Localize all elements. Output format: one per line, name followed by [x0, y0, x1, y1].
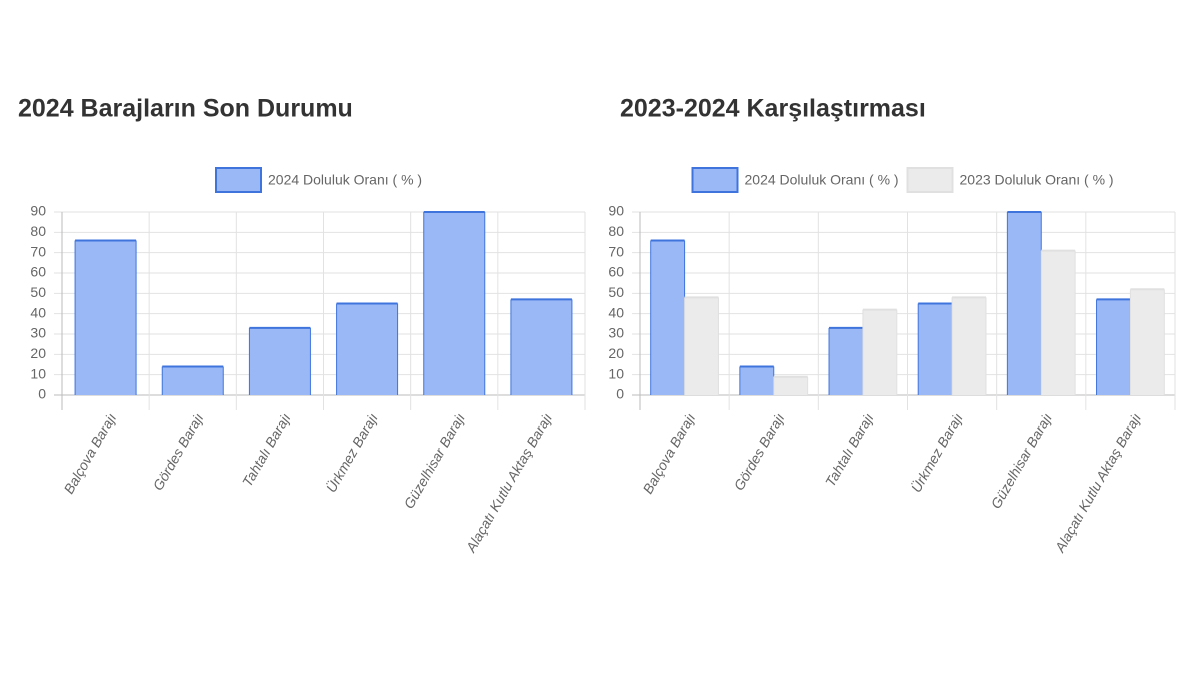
y-tick-label: 60 [30, 264, 46, 280]
y-tick-label: 50 [30, 284, 46, 300]
bar [1130, 289, 1165, 395]
legend-label: 2024 Doluluk Oranı ( % ) [268, 172, 422, 188]
chart-title: 2024 Barajların Son Durumu [18, 95, 353, 123]
legend-label: 2023 Doluluk Oranı ( % ) [960, 172, 1114, 188]
bar [862, 309, 897, 395]
bar [75, 240, 137, 395]
bar [952, 297, 986, 395]
chart-title: 2023-2024 Karşılaştırması [620, 95, 926, 123]
y-tick-label: 20 [608, 345, 624, 361]
bar [249, 327, 311, 395]
y-tick-label: 0 [616, 386, 624, 402]
bar [684, 297, 719, 395]
x-tick-label: Alaçatı Kutlu Aktaş Barajı [1051, 410, 1144, 555]
bar [1096, 299, 1131, 395]
bar [918, 303, 953, 395]
y-tick-label: 10 [608, 365, 624, 381]
y-tick-label: 30 [30, 325, 46, 341]
bar [423, 212, 485, 395]
bar [336, 303, 398, 395]
y-tick-label: 60 [608, 264, 624, 280]
x-tick-label: Ürkmez Barajı [322, 410, 381, 495]
bar [650, 240, 685, 395]
y-tick-label: 80 [30, 223, 46, 239]
y-tick-label: 20 [30, 345, 46, 361]
y-tick-label: 10 [30, 365, 46, 381]
legend-swatch [906, 167, 954, 193]
bar [829, 327, 863, 395]
x-tick-label: Ürkmez Barajı [907, 410, 966, 495]
bar [1041, 250, 1076, 395]
y-tick-label: 0 [38, 386, 46, 402]
legend-label: 2024 Doluluk Oranı ( % ) [745, 172, 899, 188]
x-tick-label: Alaçatı Kutlu Aktaş Barajı [462, 410, 555, 555]
x-tick-label: Tahtalı Barajı [822, 410, 877, 489]
bar [773, 376, 808, 395]
x-tick-label: Balçova Barajı [639, 410, 698, 496]
legend-swatch [215, 167, 262, 193]
x-tick-label: Balçova Barajı [60, 410, 119, 496]
y-tick-label: 70 [30, 243, 46, 259]
x-tick-label: Güzelhisar Barajı [401, 410, 469, 511]
x-tick-label: Güzelhisar Barajı [988, 410, 1056, 511]
bar [510, 299, 572, 395]
y-tick-label: 50 [608, 284, 624, 300]
y-tick-label: 70 [608, 243, 624, 259]
bar [1007, 212, 1042, 395]
y-tick-label: 30 [608, 325, 624, 341]
legend-swatch [691, 167, 739, 193]
y-tick-label: 90 [30, 203, 46, 219]
bar [739, 366, 774, 395]
x-tick-label: Tahtalı Barajı [239, 410, 294, 489]
x-tick-label: Gördes Barajı [731, 410, 788, 493]
bar [162, 366, 224, 395]
y-tick-label: 80 [608, 223, 624, 239]
y-tick-label: 40 [30, 304, 46, 320]
y-tick-label: 90 [608, 203, 624, 219]
x-tick-label: Gördes Barajı [150, 410, 207, 493]
y-tick-label: 40 [608, 304, 624, 320]
